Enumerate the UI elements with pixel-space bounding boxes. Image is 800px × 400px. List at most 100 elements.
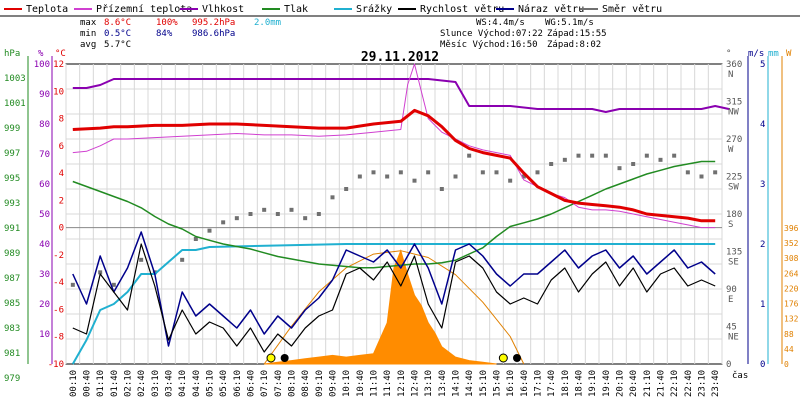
axis-c-tick: 0 xyxy=(59,224,64,234)
axis-c-label: °C xyxy=(55,49,66,59)
x-tick-label: 10:40 xyxy=(356,370,366,397)
axis-deg-tick: 45 xyxy=(726,323,737,333)
stats-label: max xyxy=(80,18,97,28)
x-tick-label: 23:10 xyxy=(698,370,708,397)
axis-hpa-tick: 979 xyxy=(4,374,20,384)
x-tick-label: 17:10 xyxy=(534,370,544,397)
axis-deg-dir: W xyxy=(728,145,734,155)
stats-press: 986.6hPa xyxy=(192,29,235,39)
axis-c-tick: 10 xyxy=(53,87,64,97)
wind-dir-point xyxy=(248,212,253,216)
x-tick-label: 07:40 xyxy=(274,370,284,397)
series-temperature xyxy=(72,108,716,223)
wind-dir-point xyxy=(685,170,690,175)
axis-deg-dir: SE xyxy=(728,258,739,268)
stats-block: max 8.6°C 100% 995.2hPa 2.0mm min 0.5°C 84% 986.… xyxy=(80,18,607,50)
axis-w-tick: 352 xyxy=(784,239,799,248)
wind-dir-point xyxy=(344,187,349,191)
wind-dir-point xyxy=(521,174,526,179)
x-tick-label: 18:40 xyxy=(575,370,585,397)
x-tick-label: 00:10 xyxy=(69,370,79,397)
axis-c-tick: 2 xyxy=(59,196,64,206)
axis-c-tick: -10 xyxy=(48,360,64,370)
axis-pct-tick: 60 xyxy=(39,180,50,190)
x-tick-label: 10:10 xyxy=(342,370,352,397)
wind-dir-point xyxy=(672,153,677,158)
x-tick-label: 22:10 xyxy=(670,370,680,397)
wind-dir-point xyxy=(576,153,581,158)
axis-deg-tick: 225 xyxy=(726,173,742,183)
axis-pct-tick: 30 xyxy=(39,270,50,280)
wind-dir-point xyxy=(385,174,390,179)
left-axes: hPa% °C 1003 1001 999 997 995 993 991 989 987 985 98… xyxy=(4,49,66,384)
sunrise-icon xyxy=(266,353,276,363)
axis-deg-tick: 360 xyxy=(726,60,742,70)
axis-deg-tick: 135 xyxy=(726,248,742,258)
axis-c-tick: 4 xyxy=(59,169,64,179)
axis-c-tick: -4 xyxy=(53,278,64,288)
wind-dir-point xyxy=(453,174,458,179)
axis-w-tick: 88 xyxy=(784,330,794,339)
axis-ms-tick: 3 xyxy=(760,180,765,190)
wind-dir-point xyxy=(549,162,554,166)
axis-pct-tick: 10 xyxy=(39,330,50,340)
x-tick-label: 03:10 xyxy=(151,370,161,397)
axis-c-tick: 8 xyxy=(59,115,64,125)
axis-pct-tick: 100 xyxy=(34,60,50,70)
axis-deg-dir: S xyxy=(728,220,733,230)
wind-dir-point xyxy=(480,170,485,175)
series-humidity xyxy=(72,78,730,113)
axis-deg-dir: E xyxy=(728,295,733,305)
legend: Teplota Přízemní teplota Vlhkost Tlak Srážky… xyxy=(0,3,800,17)
axis-mm-label: mm xyxy=(768,49,779,59)
legend-label: Směr větru xyxy=(602,3,662,15)
stats-temp: 8.6°C xyxy=(104,18,131,28)
x-tick-label: 19:10 xyxy=(588,370,598,397)
legend-label: Teplota xyxy=(26,4,68,15)
axis-deg-dir: N xyxy=(728,70,733,80)
x-tick-label: 15:10 xyxy=(479,370,489,397)
x-tick-label: 00:40 xyxy=(83,370,93,397)
axis-w-tick: 308 xyxy=(784,254,799,263)
axis-ms-tick: 0 xyxy=(760,360,765,370)
axis-deg-dir: SW xyxy=(728,183,739,193)
axis-ms-tick: 5 xyxy=(760,60,765,70)
info-moon-rise: Měsíc Východ:16:50 xyxy=(440,40,538,50)
wind-dir-point xyxy=(535,170,540,175)
wind-dir-point xyxy=(207,228,212,233)
axis-hpa-tick: 983 xyxy=(4,324,20,334)
wind-dir-point xyxy=(70,282,75,287)
wind-dir-point xyxy=(316,212,321,216)
x-tick-label: 09:10 xyxy=(315,370,325,397)
axis-hpa-tick: 995 xyxy=(4,174,20,184)
x-tick-label: 21:40 xyxy=(657,370,667,397)
x-axis: 00:10 00:40 01:10 01:40 02:10 02:40 03:10 03:40… xyxy=(69,370,748,397)
x-tick-label: 07:10 xyxy=(260,370,270,397)
x-tick-label: 11:10 xyxy=(370,370,380,397)
x-tick-label: 15:40 xyxy=(493,370,503,397)
wind-dir-point xyxy=(289,207,294,212)
wind-dir-point xyxy=(371,170,376,175)
wind-dir-point xyxy=(275,212,280,216)
x-tick-label: 22:40 xyxy=(684,370,694,397)
info-sun-set: Západ:15:55 xyxy=(547,29,607,39)
axis-deg-label: ° xyxy=(726,49,731,59)
axis-deg-dir: NE xyxy=(728,333,739,343)
x-tick-label: 01:10 xyxy=(96,370,106,397)
stats-label: min xyxy=(80,29,96,39)
x-tick-label: 02:10 xyxy=(124,370,134,397)
x-tick-label: 13:40 xyxy=(438,370,448,397)
series-rain xyxy=(71,243,716,365)
wind-dir-point xyxy=(699,174,704,179)
wind-dir-point xyxy=(562,157,567,162)
series-group xyxy=(70,63,730,365)
moonset-icon xyxy=(280,354,289,362)
x-tick-label: 21:10 xyxy=(643,370,653,397)
axis-ms-label: m/s xyxy=(748,49,764,59)
x-tick-label: 12:10 xyxy=(397,370,407,397)
axis-hpa-tick: 985 xyxy=(4,299,20,309)
x-tick-label: 20:10 xyxy=(616,370,626,397)
series-wind-gust xyxy=(72,231,716,347)
